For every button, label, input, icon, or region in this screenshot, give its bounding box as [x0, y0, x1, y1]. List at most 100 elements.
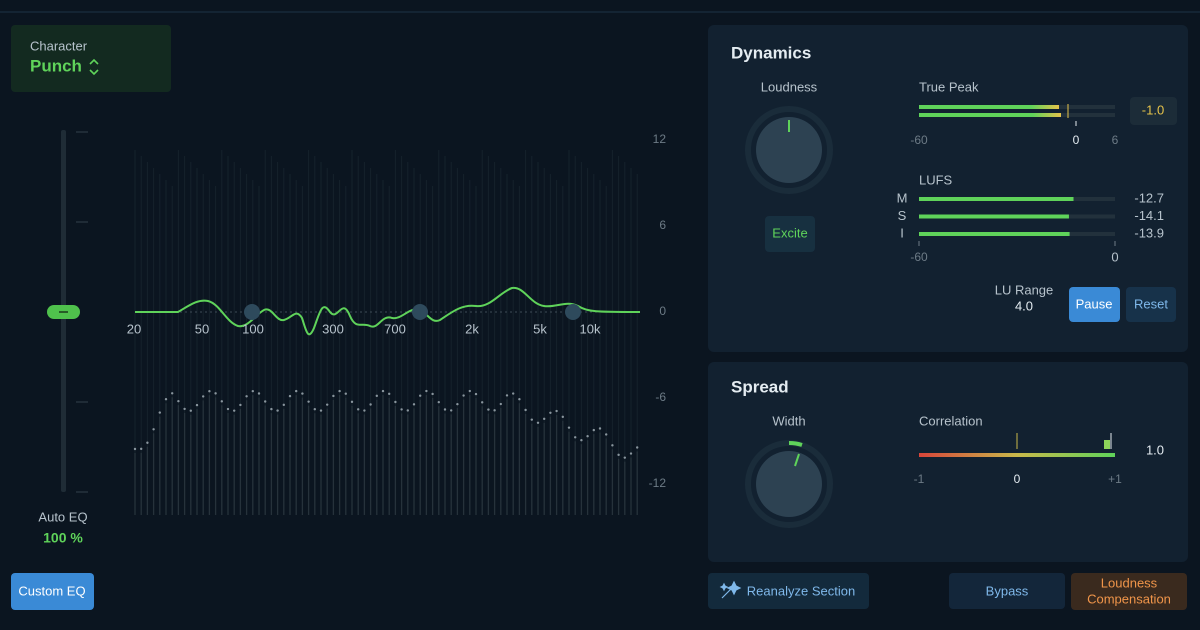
correlation-indicator	[1104, 440, 1110, 449]
spectrum-peak	[214, 392, 217, 395]
spectrum-peak	[487, 408, 490, 411]
lufs-value: -12.7	[1134, 190, 1164, 205]
spectrum-peak	[412, 403, 416, 406]
spectrum-peak	[456, 402, 459, 406]
gain-label: -6	[655, 390, 666, 404]
freq-label: 5k	[533, 321, 547, 336]
spectrum-peak	[369, 403, 372, 406]
freq-label: 100	[242, 321, 264, 336]
spectrum-peak	[270, 407, 273, 411]
width-arc	[788, 440, 803, 447]
character-box[interactable]	[11, 25, 171, 92]
gain-label: 12	[653, 132, 667, 146]
freq-label: 50	[195, 321, 209, 336]
pause-text[interactable]: Pause	[1076, 296, 1113, 311]
spectrum-peak	[189, 409, 192, 412]
spectrum-peak	[431, 392, 434, 396]
scale-label: 0	[1111, 249, 1118, 264]
spectrum-peak	[152, 428, 155, 431]
scale-label: 0	[1073, 133, 1080, 147]
spectrum-peak	[561, 415, 564, 419]
spectrum-peak	[319, 409, 323, 412]
gain-labels: 12 6 0 -6 -12	[649, 132, 667, 490]
reanalyze-bg[interactable]	[708, 573, 869, 609]
lufs-meter	[919, 197, 1074, 201]
spectrum-peak	[332, 394, 335, 398]
spectrum-peak	[462, 394, 465, 397]
spectrum-peak	[220, 400, 223, 403]
reanalyze-text[interactable]: Reanalyze Section	[747, 583, 855, 598]
lufs-meter	[919, 232, 1070, 236]
loudness-compensation-bg[interactable]	[1071, 573, 1187, 610]
excite-bg[interactable]	[765, 216, 815, 252]
spectrum-peak	[177, 399, 180, 403]
spectrum-peak	[536, 421, 540, 424]
character-selector[interactable]: Character Punch	[11, 25, 171, 92]
spectrum-peak	[140, 447, 143, 451]
scale-label: +1	[1108, 472, 1122, 486]
spectrum-peak	[555, 409, 558, 413]
lufs-value: -14.1	[1134, 208, 1164, 223]
gain-label: 6	[659, 218, 666, 232]
loudness-knob[interactable]	[756, 117, 822, 183]
spectrum-peak	[605, 433, 608, 436]
eq-band-handle[interactable]	[244, 304, 260, 320]
scale-label: 0	[1014, 472, 1021, 486]
reset-bg[interactable]	[1126, 287, 1176, 322]
spectrum-peak	[381, 389, 385, 393]
lufs-meters: M -12.7 S -14.1 I -13.9 -60 0	[897, 190, 1164, 264]
spectrum-peak	[499, 402, 502, 406]
spectrum-peak	[623, 456, 626, 459]
spectrum-peak	[202, 395, 205, 398]
lufs-row-label: I	[900, 225, 904, 240]
loudness-compensation-button[interactable]: Loudness Compensation	[1071, 573, 1187, 610]
pause-button[interactable]: Pause	[1069, 287, 1120, 322]
width-knob[interactable]	[756, 451, 822, 517]
loudness-compensation-text[interactable]: Loudness	[1101, 575, 1158, 590]
spectrum-peak	[629, 452, 633, 455]
spectrum-peak	[493, 409, 496, 412]
character-value[interactable]: Punch	[30, 56, 82, 75]
spectrum-peak	[598, 427, 602, 430]
pause-bg[interactable]	[1069, 287, 1120, 322]
reanalyze-button[interactable]: Reanalyze Section	[708, 573, 869, 609]
freq-label: 700	[384, 321, 406, 336]
spectrum-peak	[450, 409, 453, 412]
custom-eq-text[interactable]: Custom EQ	[18, 583, 85, 598]
gain-label: -12	[649, 476, 667, 490]
spectrum-peak	[549, 411, 552, 414]
spectrum-peak	[350, 400, 354, 404]
custom-eq-button[interactable]: Custom EQ	[11, 573, 94, 610]
spectrum-peak	[636, 446, 639, 449]
eq-band-handle[interactable]	[565, 304, 581, 320]
bypass-bg[interactable]	[949, 573, 1065, 609]
loudness-compensation-text[interactable]: Compensation	[1087, 591, 1171, 606]
spectrum-peak	[543, 417, 546, 421]
bypass-button[interactable]: Bypass	[949, 573, 1065, 609]
reset-button[interactable]: Reset	[1126, 287, 1176, 322]
correlation-bar	[919, 453, 1115, 457]
spectrum-peak	[313, 408, 316, 411]
true-peak-value-box	[1130, 97, 1177, 125]
excite-button[interactable]: Excite	[765, 216, 815, 252]
character-label: Character	[30, 38, 88, 53]
reset-text[interactable]: Reset	[1134, 296, 1168, 311]
spectrum-peak	[363, 409, 366, 412]
eq-band-handle[interactable]	[412, 304, 428, 320]
true-peak-meter	[919, 105, 1059, 109]
true-peak-meter	[919, 113, 1061, 117]
sparkle-icon	[719, 580, 742, 599]
spectrum	[133, 150, 639, 515]
auto-eq-label: Auto EQ	[38, 509, 87, 524]
excite-text[interactable]: Excite	[772, 225, 807, 240]
spectrum-peak	[295, 389, 298, 393]
spectrum-peak	[276, 409, 279, 412]
spectrum-peak	[164, 398, 168, 401]
freq-labels: 20 50 100 300 700 2k 5k 10k	[127, 321, 601, 336]
bypass-text[interactable]: Bypass	[986, 583, 1029, 598]
spectrum-peak	[208, 389, 211, 393]
scale-label: -60	[910, 250, 928, 264]
custom-eq-bg[interactable]	[11, 573, 94, 610]
spectrum-peak	[530, 418, 533, 421]
